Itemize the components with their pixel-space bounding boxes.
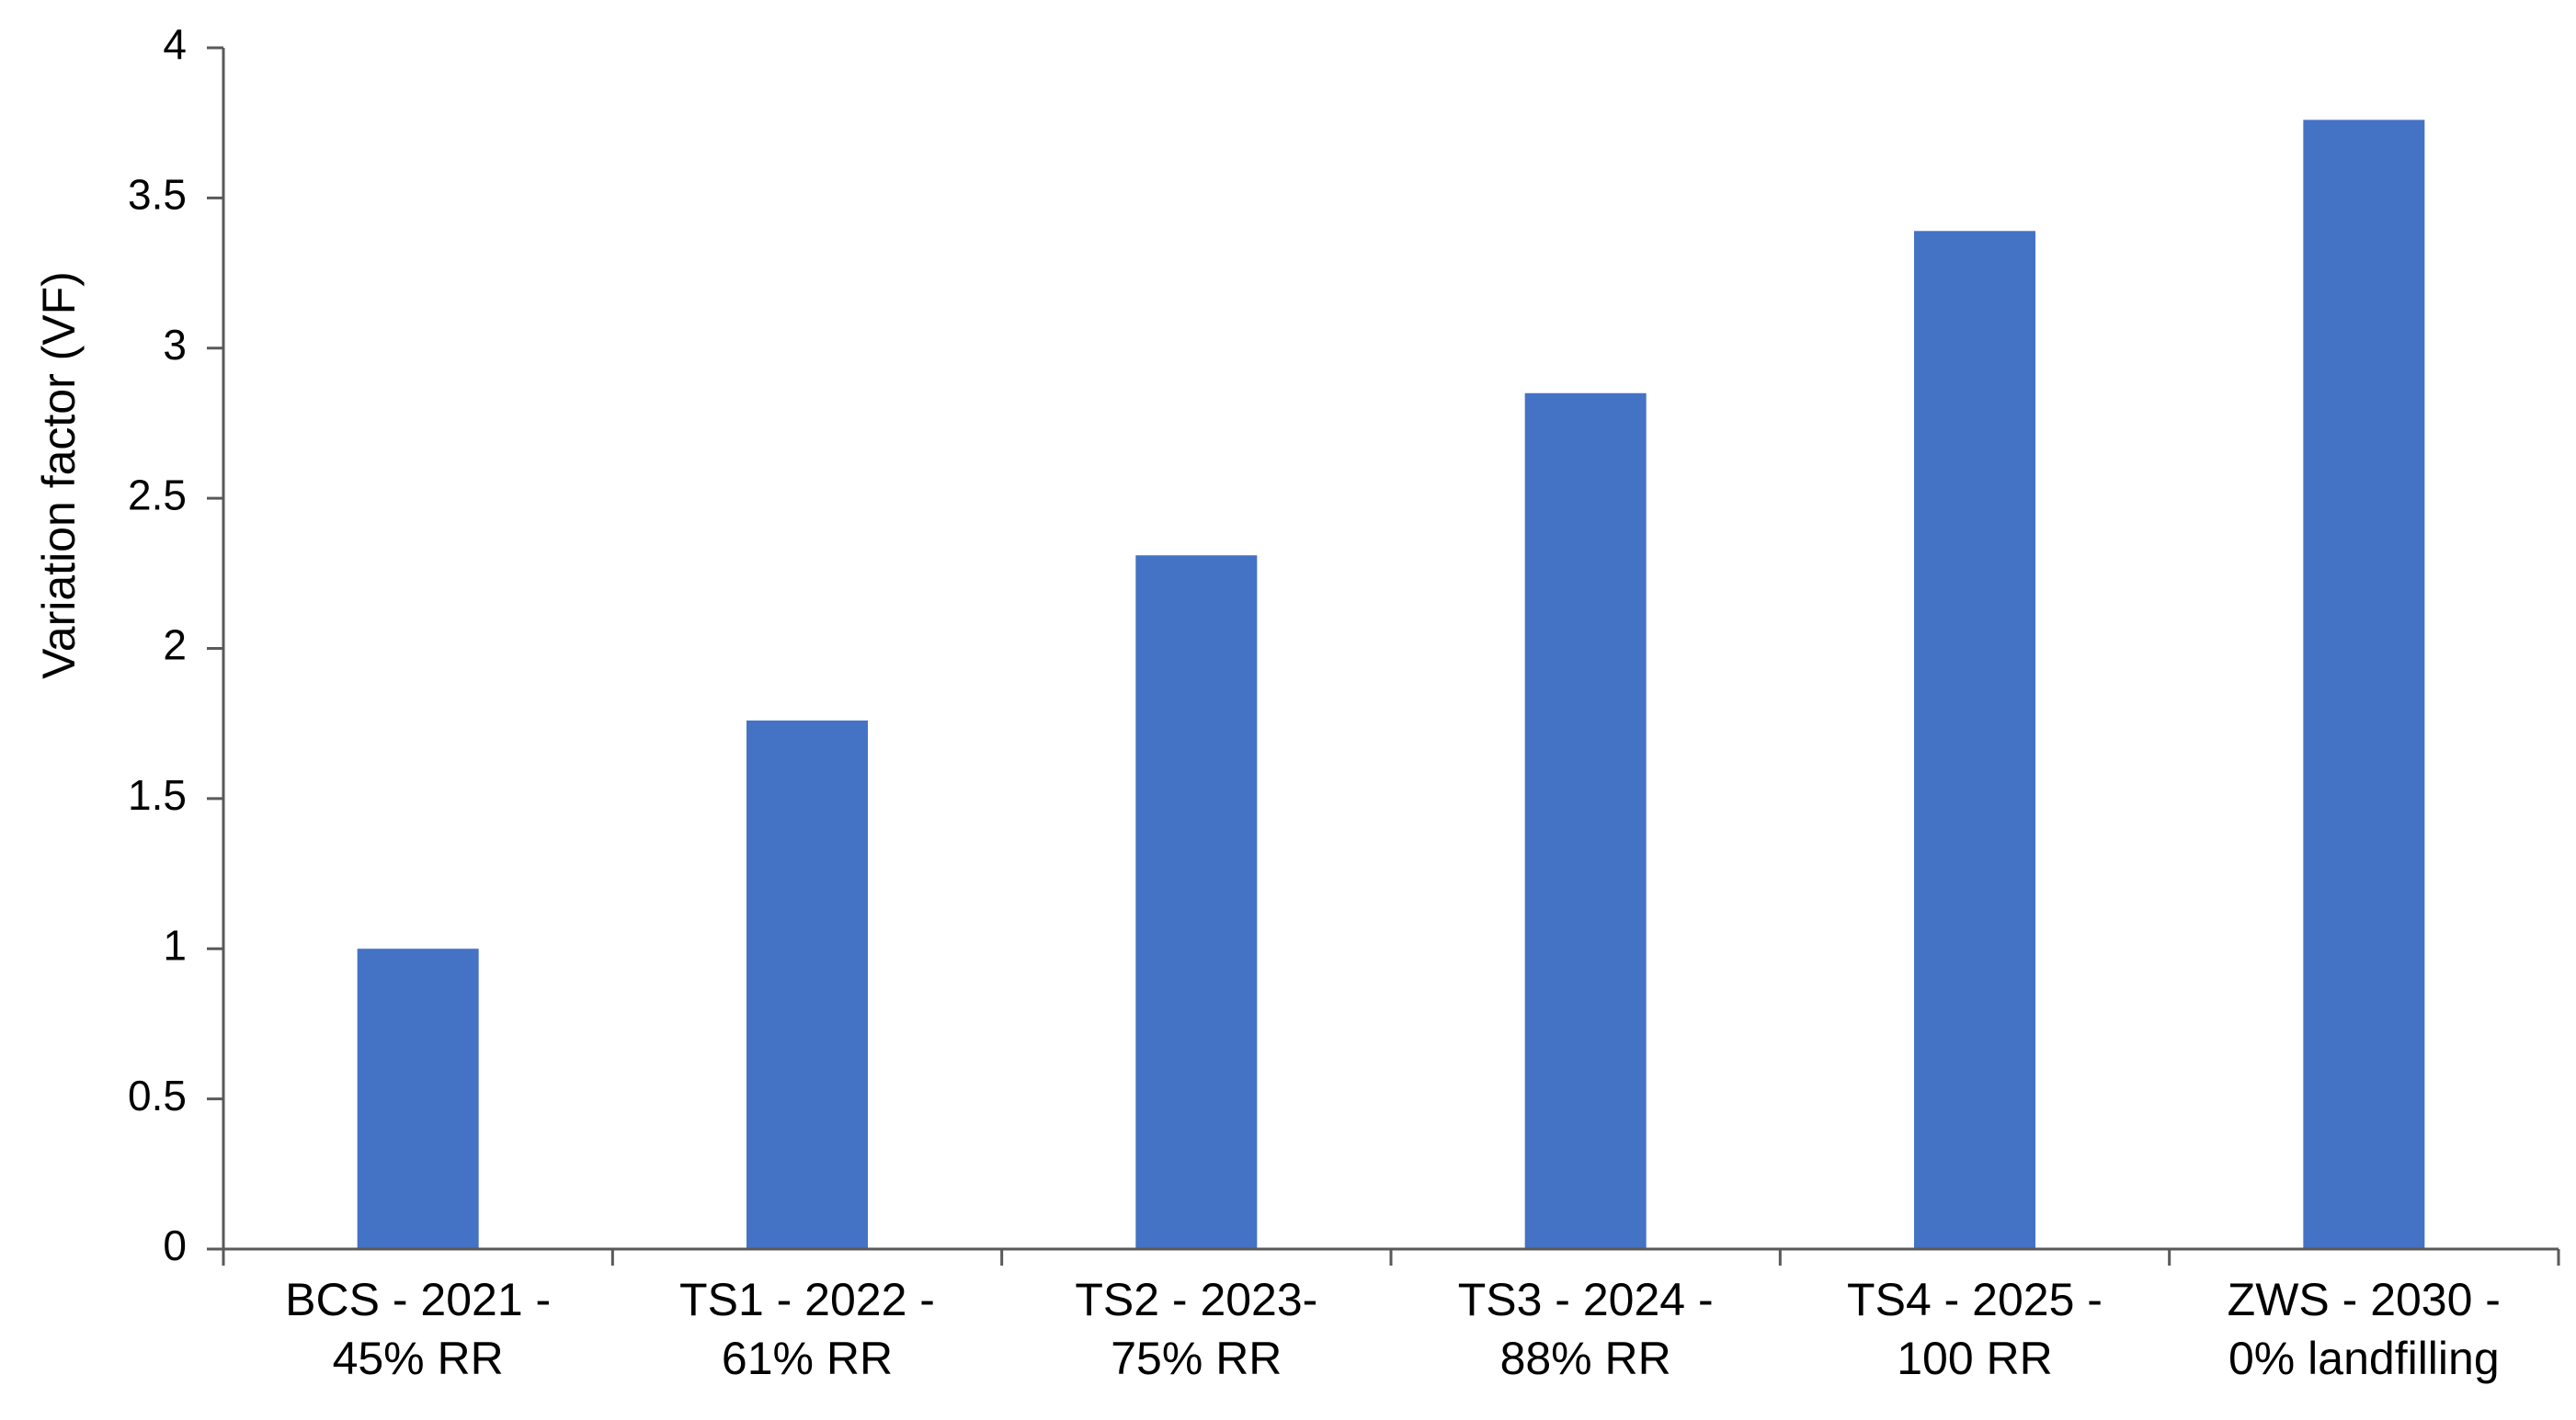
y-axis-ticks: 0 0.5 1 1.5 2 2.5 3 3.5 4 <box>128 20 223 1269</box>
x-tick-label: 88% RR <box>1500 1333 1671 1384</box>
y-tick-label: 0.5 <box>128 1072 187 1119</box>
axes <box>222 48 2559 1251</box>
y-tick-label: 0 <box>163 1221 187 1269</box>
y-axis-label: Variation factor (VF) <box>33 271 85 679</box>
x-tick-label: TS3 - 2024 - <box>1458 1274 1714 1325</box>
y-tick-label: 3 <box>163 321 187 369</box>
y-tick-label: 1 <box>163 921 187 969</box>
y-tick-label: 1.5 <box>128 771 187 819</box>
bars <box>357 119 2425 1249</box>
x-tick-label: TS4 - 2025 - <box>1847 1274 2103 1325</box>
x-tick-label: TS2 - 2023- <box>1075 1274 1317 1325</box>
x-tick-label: 45% RR <box>333 1333 504 1384</box>
x-tick-label: 100 RR <box>1897 1333 2053 1384</box>
x-tick-label: 0% landfilling <box>2228 1333 2500 1384</box>
bar <box>357 949 479 1249</box>
y-tick-label: 4 <box>163 20 187 68</box>
x-tick-label: 75% RR <box>1111 1333 1282 1384</box>
bar <box>2303 119 2425 1249</box>
bar <box>1135 555 1258 1249</box>
x-tick-label: 61% RR <box>722 1333 893 1384</box>
bar <box>1914 231 2035 1249</box>
y-tick-label: 3.5 <box>128 171 187 219</box>
y-tick-label: 2.5 <box>128 471 187 518</box>
x-tick-label: BCS - 2021 - <box>285 1274 551 1325</box>
x-tick-label: ZWS - 2030 - <box>2228 1274 2501 1325</box>
bar <box>747 720 868 1249</box>
bar <box>1524 392 1647 1249</box>
y-tick-label: 2 <box>163 621 187 669</box>
x-axis-ticks: BCS - 2021 - 45% RR TS1 - 2022 - 61% RR TS2 … <box>222 1249 2560 1384</box>
y-axis-label-group: Variation factor (VF) <box>33 271 85 679</box>
x-tick-label: TS1 - 2022 - <box>679 1274 935 1325</box>
